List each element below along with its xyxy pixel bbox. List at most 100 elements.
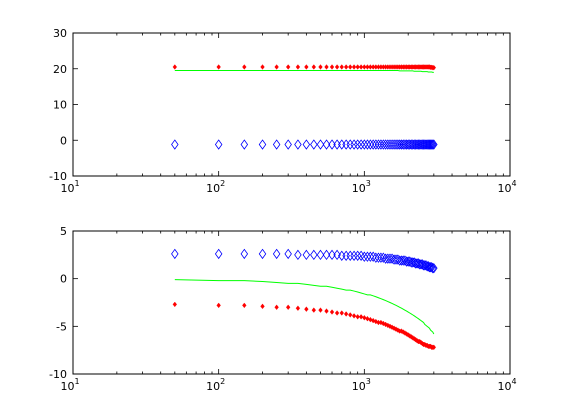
data-point (324, 64, 329, 70)
data-point-diamond (379, 139, 388, 150)
data-point (385, 322, 391, 329)
x-tick-exponent: 2 (220, 179, 225, 188)
data-point-diamond (328, 139, 336, 150)
data-point-diamond (171, 139, 179, 150)
data-point (334, 64, 340, 70)
x-tick-base: 10 (497, 182, 511, 195)
data-point-diamond (427, 139, 436, 150)
data-point-diamond (322, 249, 331, 261)
data-point-diamond (350, 250, 358, 261)
series-2-line (174, 279, 435, 335)
series-line (174, 279, 435, 335)
data-point-diamond (258, 139, 267, 150)
x-tick-exponent: 4 (511, 377, 516, 386)
y-tick-label: 5 (60, 225, 67, 238)
x-tick-base: 10 (206, 380, 220, 393)
x-tick-exponent: 3 (366, 377, 371, 386)
data-point-diamond (360, 251, 369, 262)
data-point (339, 310, 344, 316)
x-tick-label: 103 (352, 179, 371, 195)
data-point (242, 64, 247, 70)
data-point-diamond (328, 249, 336, 261)
data-point-diamond (363, 139, 372, 150)
data-point (304, 306, 309, 312)
data-point-diamond (338, 139, 346, 150)
data-point (348, 64, 353, 70)
y-tick-label: -10 (49, 170, 67, 183)
data-point (260, 303, 265, 310)
data-point (362, 315, 367, 321)
data-point-diamond (350, 139, 358, 150)
data-point-diamond (353, 250, 362, 261)
data-point (351, 313, 357, 319)
plot-panel-2: 101 102 103 104-10-505 (49, 225, 517, 393)
data-point (358, 314, 364, 320)
data-point-diamond (394, 139, 402, 150)
data-point-diamond (396, 139, 404, 150)
x-tick-base: 10 (352, 182, 366, 195)
x-tick-label: 101 (60, 179, 79, 195)
data-point (274, 304, 279, 310)
series-3-diamond (171, 139, 438, 150)
data-point (172, 301, 177, 308)
data-point-diamond (429, 262, 437, 274)
x-tick-label: 104 (497, 179, 516, 195)
data-point-diamond (406, 256, 414, 267)
data-point-diamond (284, 139, 292, 150)
data-point-diamond (360, 139, 369, 150)
data-point (295, 64, 301, 70)
data-point (334, 310, 340, 316)
data-point-diamond (366, 251, 375, 262)
data-point-diamond (258, 248, 267, 260)
data-point (329, 309, 335, 315)
data-point-diamond (342, 250, 350, 261)
x-tick-base: 10 (206, 182, 220, 195)
axes-box (72, 32, 511, 177)
x-tick-label: 101 (60, 377, 79, 393)
data-point (295, 305, 301, 311)
data-point (355, 314, 360, 320)
data-point (216, 64, 221, 70)
data-point (329, 64, 335, 70)
data-point-diamond (171, 248, 179, 260)
x-tick-exponent: 2 (220, 377, 225, 386)
data-point-diamond (357, 139, 365, 150)
data-point-diamond (426, 139, 435, 150)
data-point-diamond (430, 139, 438, 150)
data-point (318, 64, 323, 70)
data-point (324, 308, 329, 314)
series-1-diamond (171, 248, 438, 274)
data-point-diamond (381, 139, 390, 150)
data-point (285, 304, 291, 310)
data-point-diamond (369, 251, 377, 262)
data-point-diamond (322, 139, 331, 150)
data-point-diamond (294, 139, 302, 150)
data-point (304, 64, 309, 70)
data-point (355, 64, 360, 70)
data-point-diamond (284, 248, 292, 260)
x-tick-exponent: 3 (366, 179, 371, 188)
data-point-diamond (369, 139, 377, 150)
data-point-diamond (384, 139, 392, 150)
data-point (381, 320, 386, 327)
y-tick-label: 30 (53, 27, 67, 40)
data-point-diamond (374, 252, 383, 263)
data-point-diamond (342, 139, 350, 150)
y-tick-label: 20 (53, 63, 67, 76)
data-point-diamond (392, 139, 400, 150)
data-point (368, 316, 373, 323)
data-point-diamond (409, 257, 417, 268)
data-point (370, 317, 376, 324)
data-point-diamond (386, 139, 394, 150)
data-point-diamond (407, 257, 416, 268)
data-point-diamond (302, 249, 311, 261)
data-point (318, 307, 323, 313)
data-point (311, 307, 316, 313)
data-point (216, 302, 221, 309)
data-point (351, 64, 357, 70)
data-point (311, 64, 316, 70)
data-point-diamond (410, 257, 418, 268)
x-tick-label: 104 (497, 377, 516, 393)
data-point (348, 312, 353, 318)
data-point-diamond (374, 139, 383, 150)
